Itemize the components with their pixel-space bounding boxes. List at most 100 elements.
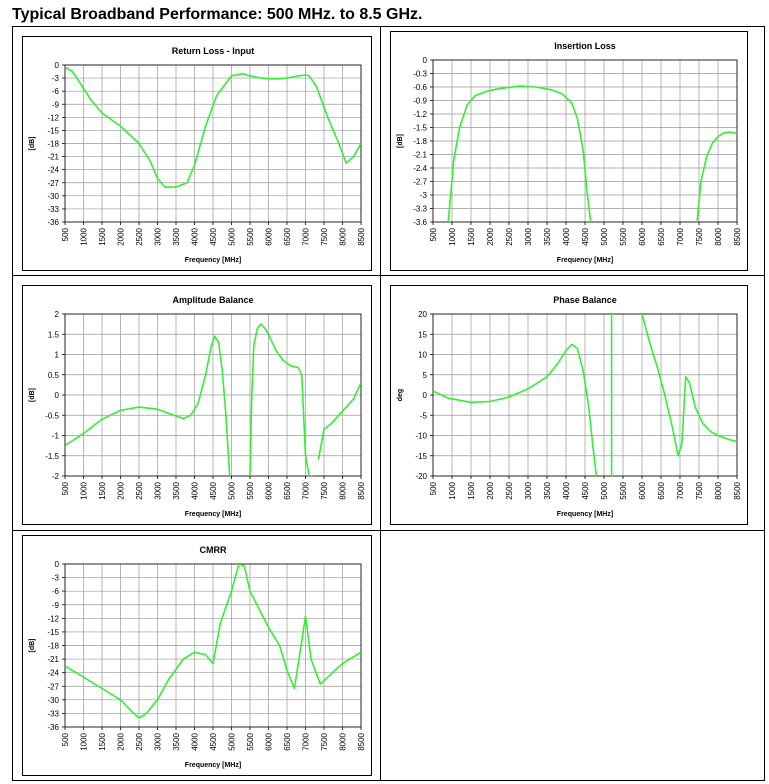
x-tick-label: 2500 (505, 227, 514, 245)
x-tick-label: 5500 (246, 481, 255, 499)
x-tick-label: 6500 (283, 732, 292, 750)
x-tick-label: 7000 (302, 227, 311, 245)
x-tick-label: 6000 (265, 227, 274, 245)
y-tick-label: -1.2 (413, 110, 427, 119)
y-tick-label: -1 (52, 432, 60, 441)
x-tick-label: 500 (429, 227, 438, 241)
y-tick-label: 2 (55, 310, 60, 319)
x-tick-label: 8000 (339, 732, 348, 750)
x-tick-label: 2500 (135, 732, 144, 750)
x-tick-label: 8000 (714, 227, 723, 245)
x-tick-label: 1000 (80, 227, 89, 245)
y-tick-label: -3 (52, 574, 60, 583)
y-tick-label: 0 (55, 560, 60, 569)
chart-title: Amplitude Balance (172, 295, 253, 305)
chart-svg: Amplitude Balance21.510.50-0.5-1-1.5-250… (29, 295, 366, 518)
x-tick-label: 2500 (135, 227, 144, 245)
x-tick-label: 8000 (339, 227, 348, 245)
chart-amplitude-balance: Amplitude Balance 2 1.5 1 0.5 0 -0.5 -1 -1.5 -2 50… (22, 285, 372, 525)
x-tick-label: 5000 (228, 481, 237, 499)
x-tick-label: 2000 (117, 732, 126, 750)
y-tick-label: 20 (418, 310, 427, 319)
y-tick-label: -9 (52, 601, 60, 610)
y-tick-label: -21 (47, 153, 59, 162)
x-axis-label: Frequency [MHz] (557, 511, 613, 518)
x-tick-label: 4500 (581, 227, 590, 245)
x-tick-label: 500 (61, 481, 70, 495)
x-tick-label: 7500 (320, 481, 329, 499)
y-axis-label: [dB] (397, 134, 404, 148)
x-tick-label: 5000 (228, 227, 237, 245)
x-tick-label: 6000 (265, 732, 274, 750)
y-tick-label: -15 (47, 628, 59, 637)
y-tick-label: -18 (47, 642, 59, 651)
y-tick-label: -33 (47, 709, 59, 718)
chart-title: Phase Balance (553, 295, 617, 305)
x-tick-label: 8500 (357, 481, 366, 499)
x-axis-label: Frequency [MHz] (185, 257, 241, 264)
y-tick-label: 0.5 (48, 371, 60, 380)
x-tick-label: 5500 (246, 732, 255, 750)
x-tick-label: 1500 (98, 481, 107, 499)
chart-insertion-loss: Insertion Loss 0 -0.3 -0.6 -0.9 -1.2 -1.5 -1.8 -… (390, 31, 748, 271)
x-tick-label: 7500 (695, 481, 704, 499)
y-tick-label: -2.4 (413, 164, 427, 173)
x-axis-label: Frequency [MHz] (185, 762, 241, 769)
empty-cell (380, 530, 765, 781)
x-tick-label: 6000 (638, 481, 647, 499)
x-tick-label: 4500 (581, 481, 590, 499)
series-line (696, 131, 737, 222)
x-tick-label: 4000 (191, 481, 200, 499)
y-tick-label: 1 (55, 351, 60, 360)
y-tick-label: -24 (47, 669, 59, 678)
x-tick-label: 4500 (209, 227, 218, 245)
y-tick-label: 0 (55, 391, 60, 400)
x-tick-label: 1000 (80, 481, 89, 499)
y-axis-label: [dB] (29, 388, 36, 402)
x-tick-label: 3000 (524, 227, 533, 245)
chart-svg: Insertion Loss 0 -0.3 -0.6 -0.9 -1.2 -1.5 -1.8 -… (397, 41, 742, 264)
cell-insertion-loss: Insertion Loss 0 -0.3 -0.6 -0.9 -1.2 -1.5 -1.8 -… (380, 26, 765, 276)
x-tick-label: 5500 (246, 227, 255, 245)
y-tick-label: -10 (415, 432, 427, 441)
x-tick-label: 7000 (302, 481, 311, 499)
y-tick-label: -18 (47, 140, 59, 149)
x-tick-label: 500 (61, 227, 70, 241)
series-line (65, 335, 231, 476)
chart-return-loss: Return Loss - Input 0 -3 -6 -9 -12 -15 -18 -21 -2… (22, 36, 372, 271)
y-tick-label: -2 (52, 472, 60, 481)
x-tick-label: 6000 (638, 227, 647, 245)
x-tick-label: 500 (61, 732, 70, 746)
x-tick-label: 4000 (191, 732, 200, 750)
x-tick-label: 4000 (562, 481, 571, 499)
x-tick-label: 1500 (98, 732, 107, 750)
x-tick-label: 4000 (191, 227, 200, 245)
plot-area (64, 563, 362, 728)
x-tick-label: 8500 (733, 227, 742, 245)
y-axis-label: [dB] (29, 137, 36, 151)
y-axis-label: [dB] (29, 639, 36, 653)
y-tick-label: -1.5 (45, 452, 59, 461)
chart-title: CMRR (200, 545, 227, 555)
x-tick-label: 5500 (619, 227, 628, 245)
cell-phase-balance: Phase Balance 20 15 10 5 0 -5 -10 -15 -20 500 1000 1… (380, 275, 765, 531)
series-line (65, 564, 361, 719)
y-tick-label: -6 (52, 87, 60, 96)
x-tick-label: 7500 (695, 227, 704, 245)
series-line (317, 382, 361, 460)
y-tick-label: -30 (47, 696, 59, 705)
x-tick-label: 500 (429, 481, 438, 495)
y-tick-label: -33 (47, 205, 59, 214)
y-tick-label: -0.3 (413, 70, 427, 79)
x-tick-label: 8500 (733, 481, 742, 499)
y-tick-label: 0 (423, 56, 428, 65)
y-tick-label: -1.8 (413, 137, 427, 146)
page-title: Typical Broadband Performance: 500 MHz. … (12, 6, 423, 23)
x-tick-label: 6500 (657, 481, 666, 499)
cell-cmrr: CMRR 0 -3 -6 -9 -12 -15 -18 -21 -24 -27 -30 -33 -36 50… (12, 530, 381, 781)
x-tick-label: 8500 (357, 732, 366, 750)
chart-phase-balance: Phase Balance 20 15 10 5 0 -5 -10 -15 -20 500 1000 1… (390, 285, 748, 525)
y-tick-label: -3 (420, 191, 428, 200)
y-tick-label: -6 (52, 587, 60, 596)
y-tick-label: -36 (47, 218, 59, 227)
